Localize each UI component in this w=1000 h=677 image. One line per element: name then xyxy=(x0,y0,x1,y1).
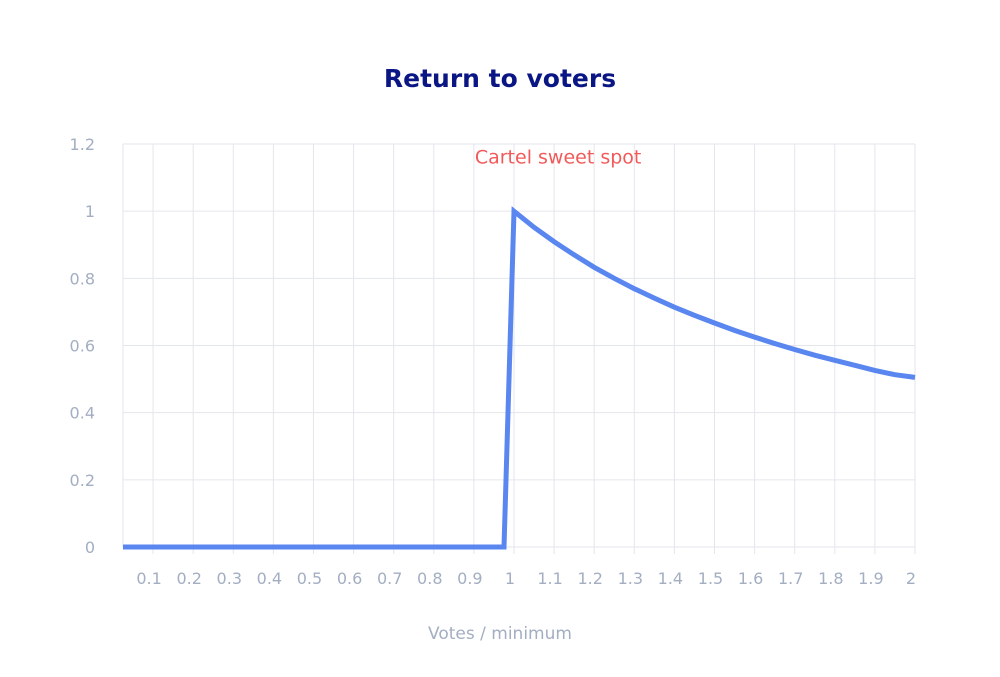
x-tick-label: 0.1 xyxy=(136,569,161,588)
x-tick-label: 1.1 xyxy=(537,569,562,588)
x-tick-label: 0.5 xyxy=(297,569,322,588)
series-line xyxy=(123,206,916,550)
y-tick-label: 0.8 xyxy=(70,269,95,288)
x-tick-label: 0.8 xyxy=(417,569,442,588)
x-tick-label: 2 xyxy=(906,569,916,588)
x-tick-label: 0.3 xyxy=(217,569,242,588)
x-tick-label: 0.4 xyxy=(257,569,282,588)
x-tick-label: 1.5 xyxy=(698,569,723,588)
x-tick-label: 0.7 xyxy=(377,569,402,588)
series-layer xyxy=(123,206,916,550)
x-tick-label: 1.6 xyxy=(738,569,763,588)
x-axis-label: Votes / minimum xyxy=(428,624,572,644)
tick-labels: 0 0.2 0.4 0.6 0.8 1 1.2 0.1 0.2 0.3 0.4 0.5 0.6 0.7 0.… xyxy=(70,135,917,588)
annotation-cartel-sweet-spot: Cartel sweet spot xyxy=(475,147,642,169)
y-tick-label: 0 xyxy=(85,538,95,557)
x-tick-label: 1.4 xyxy=(658,569,683,588)
y-tick-label: 0.6 xyxy=(70,337,95,356)
chart-title: Return to voters xyxy=(384,64,616,93)
y-tick-label: 1.2 xyxy=(70,135,95,154)
y-tick-label: 1 xyxy=(85,202,95,221)
x-tick-label: 1.7 xyxy=(778,569,803,588)
x-tick-label: 0.9 xyxy=(457,569,482,588)
x-tick-label: 1.3 xyxy=(618,569,643,588)
x-tick-label: 1.2 xyxy=(577,569,602,588)
x-tick-label: 1 xyxy=(505,569,515,588)
x-tick-label: 0.6 xyxy=(337,569,362,588)
x-tick-label: 0.2 xyxy=(176,569,201,588)
x-tick-label: 1.8 xyxy=(818,569,843,588)
y-tick-label: 0.2 xyxy=(70,471,95,490)
x-tick-label: 1.9 xyxy=(858,569,883,588)
y-tick-label: 0.4 xyxy=(70,404,95,423)
grid xyxy=(123,143,916,548)
